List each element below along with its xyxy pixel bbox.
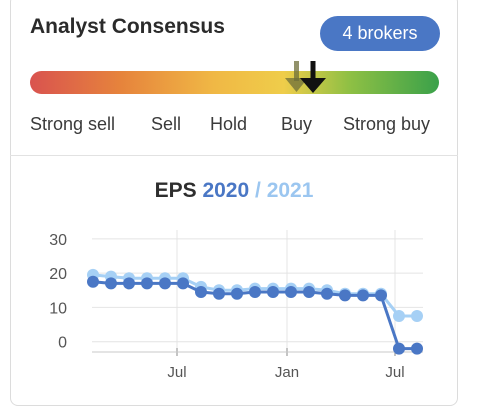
brokers-badge[interactable]: 4 brokers: [320, 16, 440, 51]
x-tick-label: Jul: [167, 364, 186, 381]
scale-label-hold: Hold: [210, 114, 248, 134]
series-2020-point: [339, 289, 351, 302]
series-2020-point: [195, 286, 207, 298]
card-title: Analyst Consensus: [30, 15, 225, 38]
series-2020-point: [249, 286, 261, 298]
series-2020-point: [105, 277, 117, 290]
y-tick-label: 30: [49, 232, 67, 249]
series-2020-point: [393, 342, 405, 355]
scale-label-sell: Sell: [151, 114, 182, 134]
series-2020-point: [141, 277, 153, 290]
section-divider: [10, 155, 458, 156]
eps-chart-title: EPS 2020 / 2021: [0, 179, 468, 203]
eps-label: EPS: [154, 179, 197, 202]
eps-year-2020[interactable]: 2020: [202, 179, 250, 202]
consensus-gauge: [30, 71, 439, 94]
series-2021-point: [393, 310, 405, 322]
series-2020-point: [87, 275, 99, 288]
series-2020-point: [159, 277, 171, 290]
y-tick-label: 10: [49, 300, 67, 317]
series-2020-point: [357, 289, 369, 302]
consensus-marker-icon: [300, 61, 326, 93]
series-2020-point: [267, 286, 279, 298]
series-2021-point: [411, 310, 423, 322]
series-2020-point: [375, 289, 387, 302]
analyst-consensus-card: [10, 0, 458, 406]
series-2020-point: [213, 287, 225, 300]
scale-label-strong-sell: Strong sell: [30, 114, 116, 134]
scale-label-strong-buy: Strong buy: [343, 114, 431, 134]
series-2020-point: [321, 287, 333, 300]
y-tick-label: 0: [58, 335, 67, 352]
series-2020-point: [411, 342, 423, 355]
eps-year-separator: /: [255, 179, 261, 202]
series-2020-point: [123, 277, 135, 290]
x-tick-label: Jul: [385, 364, 404, 381]
eps-year-2021[interactable]: 2021: [266, 179, 314, 202]
x-tick-label: Jan: [275, 364, 299, 381]
series-2020-point: [285, 286, 297, 298]
previous-consensus-marker-icon: [285, 61, 308, 92]
series-2020-point: [177, 277, 189, 290]
series-2020-point: [303, 286, 315, 298]
scale-label-buy: Buy: [281, 114, 313, 134]
series-2020-point: [231, 287, 243, 300]
y-tick-label: 20: [49, 266, 67, 283]
